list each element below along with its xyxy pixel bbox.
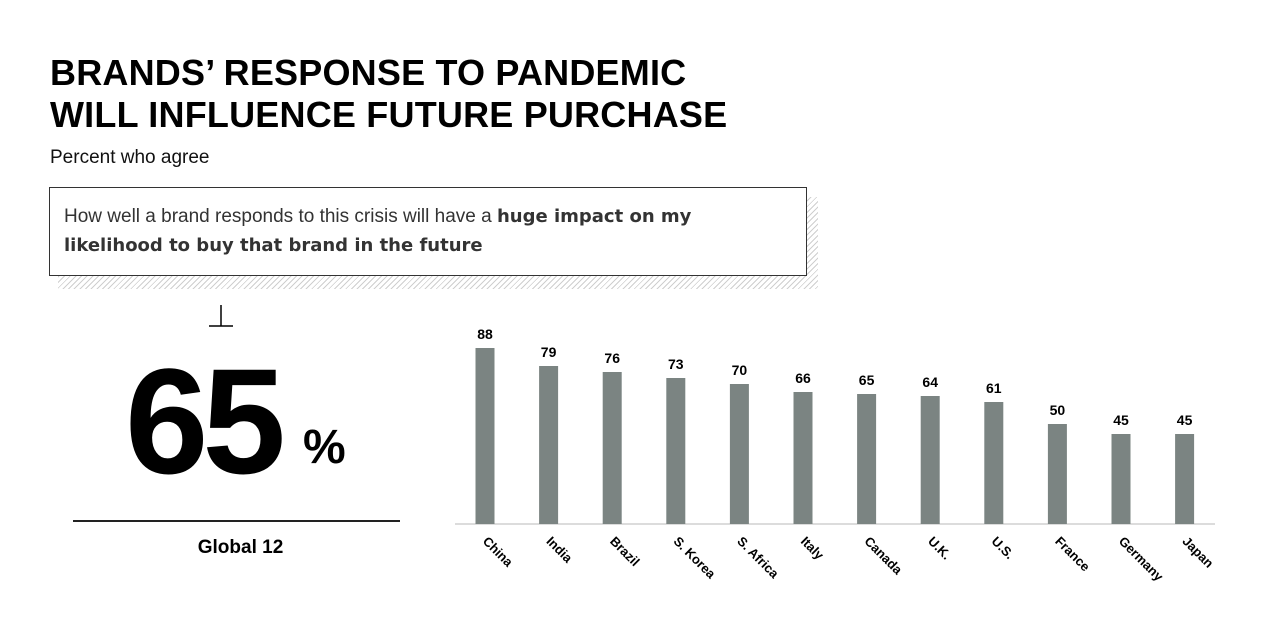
data-label-8: 61 bbox=[986, 380, 1002, 396]
global-percent-value: 65 bbox=[125, 337, 286, 505]
x-tick-label-10: Germany bbox=[1116, 534, 1167, 585]
x-tick-label-7: U.K. bbox=[925, 534, 954, 563]
chart-title: BRANDS’ RESPONSE TO PANDEMIC WILL INFLUE… bbox=[50, 52, 727, 136]
x-tick-label-6: Canada bbox=[861, 534, 905, 578]
bar-1 bbox=[539, 366, 559, 524]
bar-4 bbox=[729, 384, 749, 524]
title-line-2: WILL INFLUENCE FUTURE PURCHASE bbox=[50, 94, 728, 135]
quote-text-bold: huge impact on my likelihood to buy that… bbox=[64, 206, 692, 256]
x-tick-label-8: U.S. bbox=[989, 534, 1017, 562]
data-label-3: 73 bbox=[668, 356, 684, 372]
chart-subtitle: Percent who agree bbox=[50, 147, 210, 168]
data-label-1: 79 bbox=[541, 344, 557, 360]
title-line-1: BRANDS’ RESPONSE TO PANDEMIC bbox=[50, 52, 687, 93]
x-tick-label-3: S. Korea bbox=[671, 534, 719, 582]
bar-10 bbox=[1111, 434, 1131, 524]
x-tick-label-9: France bbox=[1052, 534, 1093, 575]
quote-box: How well a brand responds to this crisis… bbox=[49, 187, 807, 276]
x-tick-label-4: S. Africa bbox=[734, 534, 782, 582]
global-divider bbox=[73, 520, 400, 522]
quote-text-plain: How well a brand responds to this crisis… bbox=[64, 206, 497, 227]
bar-8 bbox=[984, 402, 1004, 524]
bar-3 bbox=[666, 378, 686, 524]
data-label-2: 76 bbox=[604, 350, 620, 366]
data-label-4: 70 bbox=[732, 362, 748, 378]
x-tick-label-1: India bbox=[543, 534, 576, 567]
bar-11 bbox=[1175, 434, 1195, 524]
up-tack-icon bbox=[209, 305, 233, 327]
x-tick-label-2: Brazil bbox=[607, 534, 643, 570]
bar-6 bbox=[857, 394, 877, 524]
data-label-7: 64 bbox=[922, 374, 938, 390]
bar-2 bbox=[602, 372, 622, 524]
data-label-0: 88 bbox=[477, 326, 493, 342]
data-label-10: 45 bbox=[1113, 412, 1129, 428]
data-label-9: 50 bbox=[1050, 402, 1066, 418]
data-label-11: 45 bbox=[1177, 412, 1193, 428]
data-label-5: 66 bbox=[795, 370, 811, 386]
global-percent-sign: % bbox=[303, 421, 346, 474]
x-tick-label-11: Japan bbox=[1179, 534, 1216, 571]
bar-9 bbox=[1047, 424, 1067, 524]
data-label-6: 65 bbox=[859, 372, 875, 388]
bar-7 bbox=[920, 396, 940, 524]
bar-5 bbox=[793, 392, 813, 524]
x-tick-label-5: Italy bbox=[798, 534, 828, 564]
x-tick-label-0: China bbox=[480, 534, 517, 571]
global-label: Global 12 bbox=[197, 537, 284, 558]
bar-0 bbox=[475, 348, 495, 524]
